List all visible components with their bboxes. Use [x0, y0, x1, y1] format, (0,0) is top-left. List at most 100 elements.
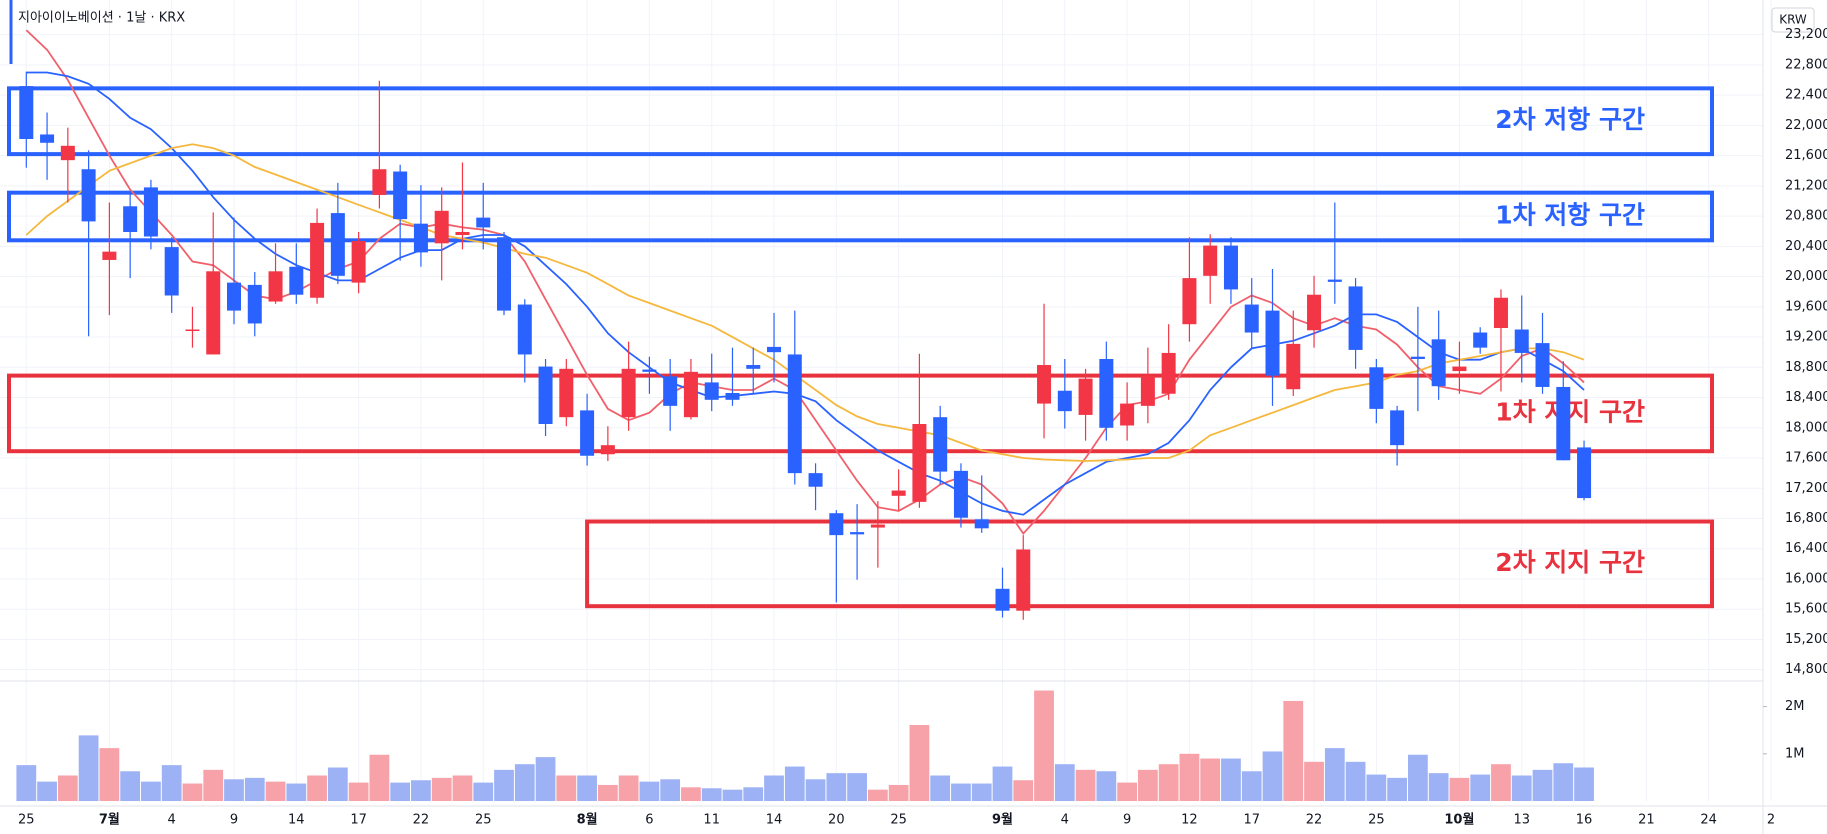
candle-body [1473, 332, 1488, 348]
volume-bar [1574, 767, 1594, 801]
candle-body [600, 445, 615, 455]
candle-body [102, 251, 117, 260]
candle-body [912, 423, 927, 502]
candle-body [1037, 365, 1052, 404]
candle-body [1535, 343, 1550, 387]
candle-body [746, 365, 761, 369]
volume-bar [1387, 777, 1408, 801]
y-tick-label: 21,600 [1785, 148, 1827, 163]
x-tick-label: 13 [1513, 813, 1530, 828]
currency-box[interactable] [1771, 7, 1815, 33]
zone [7, 190, 1714, 243]
candle-body [767, 346, 782, 353]
candle-body [330, 213, 345, 276]
x-tick-label: 11 [703, 813, 720, 828]
y-tick-label: 18,400 [1785, 390, 1827, 405]
volume-bar [1241, 771, 1262, 801]
candle-body [1140, 375, 1155, 406]
candle-body [1390, 410, 1405, 446]
volume-bar [411, 780, 431, 801]
candle-body [1099, 358, 1114, 428]
zone-label: 2차 저항 구간 [1495, 105, 1645, 134]
volume-bar [265, 781, 286, 801]
zone [585, 519, 1715, 609]
zone-label: 1차 저항 구간 [1495, 200, 1645, 229]
volume-bar [577, 775, 597, 801]
x-tick-label: 24 [1700, 813, 1717, 828]
volume-bar [805, 779, 826, 801]
candle-body [725, 393, 740, 400]
y-tick-label: 16,800 [1785, 511, 1827, 526]
volume-bar [1324, 748, 1345, 801]
volume-bar [224, 779, 244, 801]
x-tick-label: 6 [645, 813, 653, 828]
volume-bar [369, 754, 390, 801]
x-tick-label: 25 [890, 813, 907, 828]
volume-bar [390, 782, 411, 801]
candle-body [310, 222, 325, 298]
volume-bar [78, 735, 99, 801]
candle-body [870, 524, 885, 528]
volume-bar [1345, 761, 1366, 801]
y-tick-label: 23,200 [1785, 27, 1827, 42]
y-tick-label: 16,000 [1785, 571, 1827, 586]
volume-bar [556, 775, 577, 801]
volume-bar [203, 769, 224, 801]
candle-body [1514, 329, 1529, 353]
y-tick-label: 21,200 [1785, 178, 1827, 193]
candle-body [476, 217, 491, 228]
y-tick-label: 17,600 [1785, 451, 1827, 466]
volume-bar [992, 766, 1013, 801]
candle-body [663, 376, 678, 406]
candle-body [974, 519, 989, 529]
x-tick-label: 22 [413, 813, 430, 828]
volume-bar [1034, 690, 1054, 801]
candle-body [247, 284, 262, 324]
candle-body [787, 354, 802, 474]
volume-bar [826, 773, 847, 801]
candle-body [1244, 304, 1259, 333]
zone [7, 86, 1714, 157]
moving-average [26, 71, 1585, 516]
candle-body [268, 271, 283, 302]
candle-body [829, 513, 844, 536]
x-tick-label: 9월 [992, 812, 1013, 828]
y-tick-label: 20,000 [1785, 269, 1827, 284]
candle-body [206, 271, 221, 355]
candle-body [1078, 378, 1093, 415]
volume-bar [618, 775, 639, 801]
volume-bar [494, 769, 514, 801]
candle-body [1369, 367, 1384, 409]
volume-bar [1304, 761, 1324, 801]
candle-body [1223, 245, 1238, 290]
candle-body [372, 169, 387, 195]
volume-bar [597, 784, 618, 801]
moving-average [25, 29, 1585, 536]
currency: KRW [1779, 13, 1807, 27]
volume-bar [930, 775, 951, 801]
y-tick-label: 20,800 [1785, 209, 1827, 224]
x-tick-label: 25 [475, 813, 492, 828]
volume-bar [1054, 764, 1075, 801]
volume-bar [286, 783, 307, 801]
candle-body [1493, 297, 1508, 328]
candle-body [808, 473, 823, 487]
candle-body [1203, 245, 1218, 276]
candle-body [455, 231, 470, 236]
x-tick-label: 25 [18, 813, 35, 828]
volume-bar [1096, 771, 1117, 801]
candle-body [580, 410, 595, 456]
volume-bar [1221, 758, 1241, 801]
y-tick-label: 18,000 [1785, 420, 1827, 435]
volume-bar [99, 748, 120, 801]
volume-bar [1491, 764, 1511, 801]
candle-body [1016, 549, 1031, 611]
volume-bar [1117, 782, 1137, 801]
volume-bar [244, 777, 265, 801]
volume-bar [348, 782, 369, 801]
candle-body [1452, 366, 1467, 372]
volume-bar [1179, 753, 1200, 801]
volume-bar [1532, 769, 1553, 801]
